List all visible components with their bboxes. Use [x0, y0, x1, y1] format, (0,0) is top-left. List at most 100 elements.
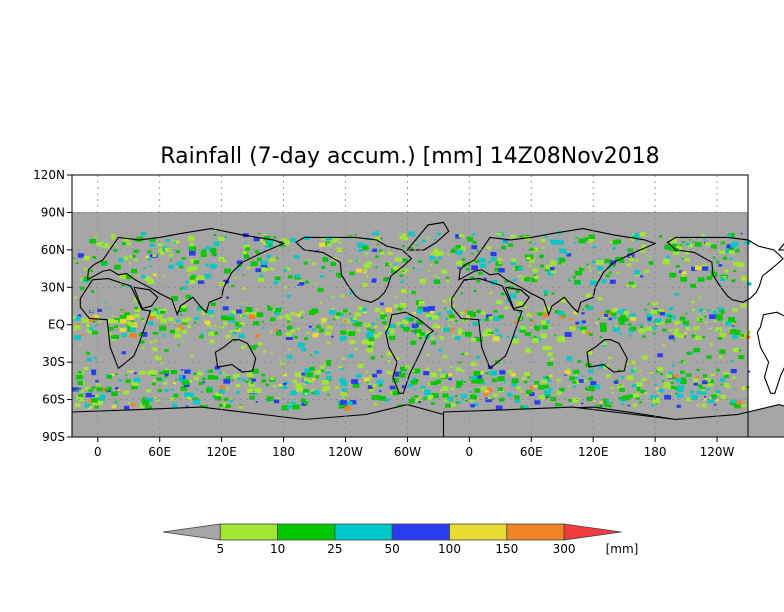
rain-cell: [83, 366, 89, 370]
rain-cell: [285, 381, 289, 384]
rain-cell: [329, 310, 336, 315]
rain-cell: [713, 403, 717, 406]
rain-cell: [146, 389, 152, 393]
rain-cell: [181, 304, 187, 309]
rain-cell: [206, 323, 212, 327]
rain-cell: [671, 364, 675, 367]
rain-cell: [531, 278, 537, 283]
rain-cell: [430, 336, 435, 340]
rain-cell: [728, 327, 731, 330]
rain-cell: [156, 306, 159, 309]
rain-cell: [128, 402, 131, 404]
rain-cell: [698, 296, 702, 299]
rain-cell: [630, 237, 636, 241]
rain-cell: [306, 372, 314, 378]
rain-cell: [254, 393, 258, 396]
rain-cell: [111, 237, 116, 240]
rain-cell: [84, 404, 90, 408]
rain-cell: [153, 396, 157, 399]
rain-cell: [223, 235, 227, 238]
rain-cell: [389, 385, 395, 390]
rain-cell: [516, 301, 523, 306]
rain-cell: [485, 388, 493, 393]
rain-cell: [486, 246, 492, 250]
rain-cell: [266, 254, 271, 259]
rain-cell: [458, 400, 462, 403]
rain-cell: [139, 405, 144, 409]
rain-cell: [303, 377, 309, 382]
rain-cell: [588, 333, 593, 336]
rain-cell: [737, 262, 745, 268]
rain-cell: [141, 275, 146, 279]
rain-cell: [89, 404, 92, 406]
rain-cell: [548, 327, 552, 329]
rain-cell: [91, 369, 97, 374]
rain-cell: [185, 317, 192, 322]
rain-cell: [149, 265, 152, 268]
rain-cell: [483, 331, 490, 337]
rain-cell: [162, 370, 170, 375]
rain-cell: [476, 279, 481, 283]
rain-cell: [180, 314, 183, 316]
rain-cell: [402, 319, 409, 325]
rain-cell: [543, 384, 550, 389]
rain-cell: [519, 235, 524, 238]
rain-cell: [257, 342, 263, 346]
rain-cell: [308, 325, 312, 328]
rain-cell: [484, 318, 489, 322]
rain-cell: [542, 313, 549, 318]
rain-cell: [332, 318, 336, 321]
rain-cell: [304, 379, 312, 384]
rain-cell: [662, 344, 666, 346]
rain-cell: [547, 352, 553, 357]
rain-cell: [270, 245, 273, 247]
rain-cell: [507, 370, 513, 374]
rain-cell: [365, 275, 369, 278]
rain-cell: [261, 374, 265, 377]
rain-cell: [698, 314, 701, 316]
rain-cell: [690, 394, 698, 400]
rain-cell: [533, 381, 539, 385]
rain-cell: [470, 361, 477, 367]
rain-cell: [94, 405, 99, 409]
rain-cell: [669, 393, 672, 396]
rain-cell: [706, 276, 712, 280]
rain-cell: [204, 405, 208, 408]
rain-cell: [163, 381, 168, 385]
rain-cell: [555, 310, 560, 314]
rain-cell: [707, 383, 713, 387]
rain-cell: [371, 322, 375, 325]
rain-cell: [294, 255, 300, 259]
rain-cell: [558, 240, 564, 245]
rain-cell: [110, 335, 115, 339]
lon-tick-label: 120E: [578, 445, 609, 459]
continent-outline: [133, 286, 159, 310]
rain-cell: [573, 311, 578, 315]
rain-cell: [470, 404, 475, 408]
rain-cell: [102, 243, 105, 246]
rain-cell: [510, 261, 517, 265]
rain-cell: [517, 274, 522, 278]
rain-cell: [385, 370, 389, 373]
rain-cell: [693, 382, 698, 386]
rain-cell: [290, 329, 296, 333]
continent-outline: [442, 404, 784, 438]
rain-cell: [461, 379, 464, 382]
legend-label: 300: [553, 542, 576, 556]
rain-cell: [614, 325, 618, 328]
rain-cell: [170, 329, 176, 334]
rain-cell: [428, 306, 435, 311]
rain-cell: [355, 321, 362, 327]
rain-cell: [630, 360, 637, 365]
rain-cell: [79, 286, 85, 290]
rain-cell: [425, 313, 432, 318]
rain-cell: [176, 261, 183, 266]
rain-cell: [213, 331, 219, 335]
rain-cell: [716, 368, 720, 372]
rain-cell: [283, 286, 287, 289]
rain-cell: [349, 271, 355, 276]
legend-label: 5: [216, 542, 224, 556]
rain-cell: [236, 260, 243, 265]
rain-cell: [153, 307, 158, 311]
rain-cell: [413, 378, 419, 383]
